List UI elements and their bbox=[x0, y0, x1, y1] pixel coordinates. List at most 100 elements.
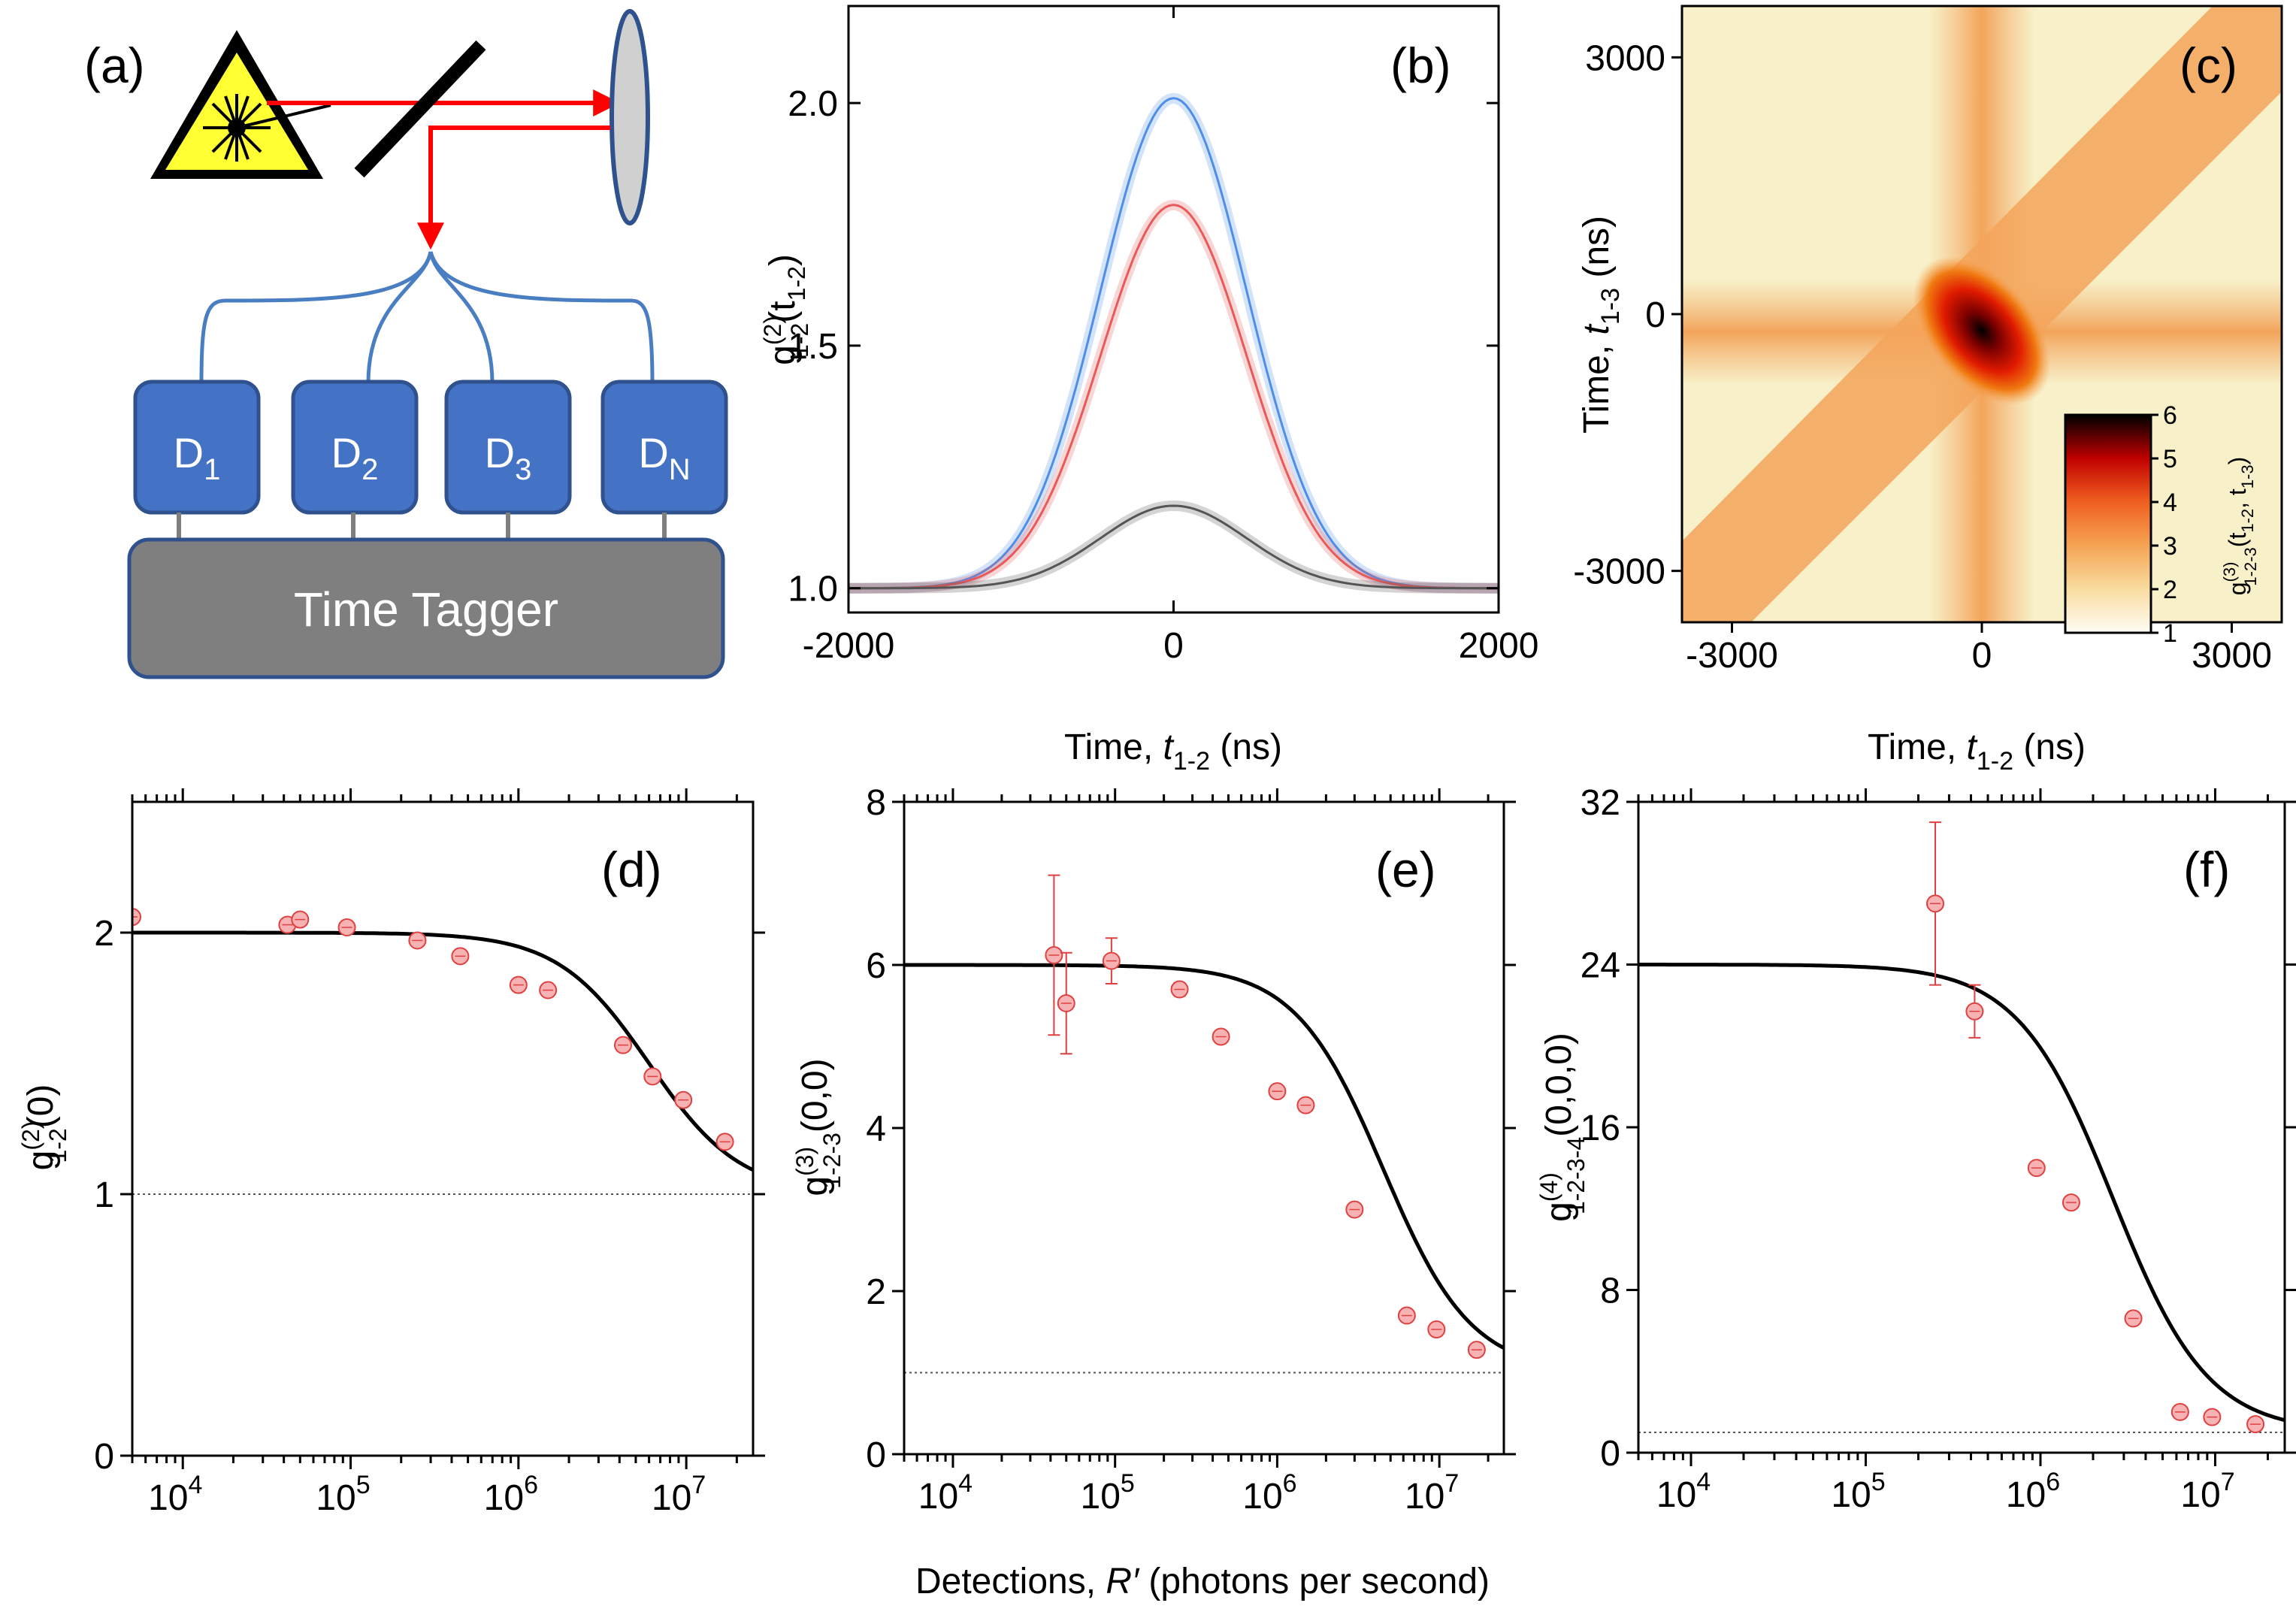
x-tick-label: -3000 bbox=[1686, 636, 1778, 676]
y-tick-label: 0 bbox=[866, 1435, 886, 1475]
detector-label: D2 bbox=[331, 429, 379, 486]
y-tick-label: 1 bbox=[94, 1175, 114, 1215]
x-tick-label: 104 bbox=[918, 1469, 973, 1517]
y-tick-label: 1.5 bbox=[788, 327, 838, 367]
panel-d-ticks: 104 105 106 107 0 1 2 bbox=[94, 788, 765, 1518]
x-tick-label: 0 bbox=[1163, 626, 1184, 666]
x-tick-label: 107 bbox=[2180, 1468, 2234, 1515]
series-gray-band bbox=[849, 500, 1499, 594]
detector-row: D1 D2 D3 DN bbox=[133, 380, 728, 515]
x-tick-label: 106 bbox=[1242, 1469, 1296, 1517]
detector-d2: D2 bbox=[291, 380, 419, 515]
detector-cables bbox=[177, 513, 667, 541]
panel-e-axes-frame bbox=[903, 800, 1505, 1456]
x-tick-label: 106 bbox=[2006, 1468, 2060, 1515]
panel-c-xlabel: Time, t1-2 (ns) bbox=[1868, 727, 2086, 776]
panel-f-label: (f) bbox=[2183, 842, 2230, 897]
panel-d-g2-vs-rate: 104 105 106 107 0 1 2 (d) g(2)1-2(0) bbox=[17, 788, 765, 1518]
panel-a-label: (a) bbox=[84, 38, 145, 93]
panel-a-setup-diagram: (a) bbox=[84, 9, 728, 679]
series-blue-line bbox=[849, 97, 1499, 590]
colorbar-label: g(3) 1-2-3(t1-2, t1-3) bbox=[2220, 457, 2260, 596]
x-tick-label: 104 bbox=[148, 1471, 202, 1518]
panel-c-ticks: -3000 0 3000 3000 0 -3000 bbox=[1573, 38, 2272, 676]
time-tagger-label: Time Tagger bbox=[294, 582, 558, 637]
beamsplitter-icon bbox=[354, 40, 486, 178]
series-gray-line bbox=[849, 504, 1499, 590]
x-tick-label: 106 bbox=[484, 1471, 538, 1518]
x-tick-label: 105 bbox=[316, 1471, 370, 1518]
x-tick-label: 107 bbox=[1405, 1469, 1459, 1517]
x-tick-label: 105 bbox=[1081, 1469, 1135, 1517]
heatmap-image bbox=[1682, 6, 2282, 622]
x-tick-label: 2000 bbox=[1459, 626, 1539, 666]
detector-label: D3 bbox=[485, 429, 532, 486]
detector-d3: D3 bbox=[444, 380, 572, 515]
panel-c-label: (c) bbox=[2180, 38, 2237, 93]
colorbar-ticks: 6 5 4 3 2 1 bbox=[2151, 401, 2177, 648]
panel-e-label: (e) bbox=[1375, 842, 1436, 897]
x-tick-label: -2000 bbox=[803, 626, 895, 666]
y-tick-label: 32 bbox=[1581, 783, 1620, 823]
panel-c-ylabel: Time, t1-3 (ns) bbox=[1577, 216, 1625, 434]
detector-d1: D1 bbox=[133, 380, 261, 515]
panel-d-label: (d) bbox=[601, 842, 662, 897]
colorbar-tick-label: 2 bbox=[2163, 576, 2177, 604]
panel-b-label: (b) bbox=[1390, 38, 1451, 93]
x-tick-label: 104 bbox=[1656, 1468, 1711, 1515]
colorbar-tick-label: 5 bbox=[2163, 445, 2177, 473]
y-tick-label: 4 bbox=[866, 1109, 886, 1149]
panel-d-content bbox=[132, 908, 753, 1195]
x-tick-label: 105 bbox=[1831, 1468, 1885, 1515]
panel-b-series bbox=[849, 92, 1499, 594]
colorbar-tick-label: 6 bbox=[2163, 401, 2177, 430]
fiber-splitter bbox=[199, 251, 655, 384]
y-tick-label: 2.0 bbox=[788, 84, 838, 124]
x-tick-label: 3000 bbox=[2192, 636, 2272, 676]
y-tick-label: 2 bbox=[866, 1272, 886, 1312]
panel-f-g4-vs-rate: 104 105 106 107 0 8 16 24 32 (f) g(4)1-2-3-4(0,0… bbox=[1535, 783, 2296, 1515]
panel-c-heatmap: -3000 0 3000 3000 0 -3000 (c) Time, t1-2 (ns)… bbox=[1573, 5, 2283, 776]
panel-f-ticks: 104 105 106 107 0 8 16 24 32 bbox=[1581, 783, 2296, 1515]
y-tick-label: 3000 bbox=[1585, 38, 1665, 78]
fit-curve bbox=[132, 930, 753, 1172]
y-tick-label: 8 bbox=[866, 783, 886, 823]
panel-e-content bbox=[904, 874, 1504, 1374]
y-tick-label: 0 bbox=[1645, 295, 1665, 335]
return-beam bbox=[417, 126, 610, 250]
detector-label: D1 bbox=[174, 429, 221, 486]
colorbar-tick-label: 1 bbox=[2163, 619, 2177, 648]
panel-f-content bbox=[1638, 821, 2285, 1434]
panel-b-ylabel: g(2)1-2(t1-2) bbox=[759, 254, 813, 365]
panel-f-ylabel: g(4)1-2-3-4(0,0,0) bbox=[1535, 1033, 1590, 1222]
laser-warning-icon bbox=[150, 30, 331, 179]
shared-xlabel: Detections, R′ (photons per second) bbox=[915, 1562, 1490, 1601]
panel-b-xlabel: Time, t1-2 (ns) bbox=[1064, 727, 1282, 776]
y-tick-label: 1.0 bbox=[788, 570, 838, 609]
detector-dn: DN bbox=[600, 380, 728, 515]
y-tick-label: 24 bbox=[1581, 946, 1620, 986]
panel-e-ticks: 104 105 106 107 0 2 4 6 8 bbox=[866, 783, 1516, 1517]
colorbar: 6 5 4 3 2 1 g(3) 1-2-3(t1-2, t1-3) bbox=[2064, 401, 2260, 648]
y-tick-label: 8 bbox=[1600, 1272, 1620, 1311]
detector-label: DN bbox=[638, 429, 690, 486]
y-tick-label: 16 bbox=[1581, 1108, 1620, 1148]
y-tick-label: -3000 bbox=[1573, 552, 1665, 592]
panel-d-ylabel: g(2)1-2(0) bbox=[17, 1084, 71, 1171]
lens-icon bbox=[610, 9, 650, 225]
y-tick-label: 2 bbox=[94, 914, 114, 954]
fit-curve bbox=[1638, 963, 2285, 1423]
series-red-line bbox=[849, 204, 1499, 590]
panel-e-g3-vs-rate: 104 105 106 107 0 2 4 6 8 (e) g(3)1-2-3(0,0) bbox=[791, 783, 1516, 1517]
y-tick-label: 0 bbox=[94, 1437, 114, 1477]
x-tick-label: 107 bbox=[652, 1471, 706, 1518]
colorbar-tick-label: 3 bbox=[2163, 532, 2177, 561]
series-red-band bbox=[849, 199, 1499, 594]
panel-b-ticks: -2000 0 2000 1.0 1.5 2.0 bbox=[788, 6, 1538, 666]
series-blue-band bbox=[849, 92, 1499, 594]
y-tick-label: 0 bbox=[1600, 1434, 1620, 1474]
x-tick-label: 0 bbox=[1972, 636, 1992, 676]
y-tick-label: 6 bbox=[866, 946, 886, 986]
